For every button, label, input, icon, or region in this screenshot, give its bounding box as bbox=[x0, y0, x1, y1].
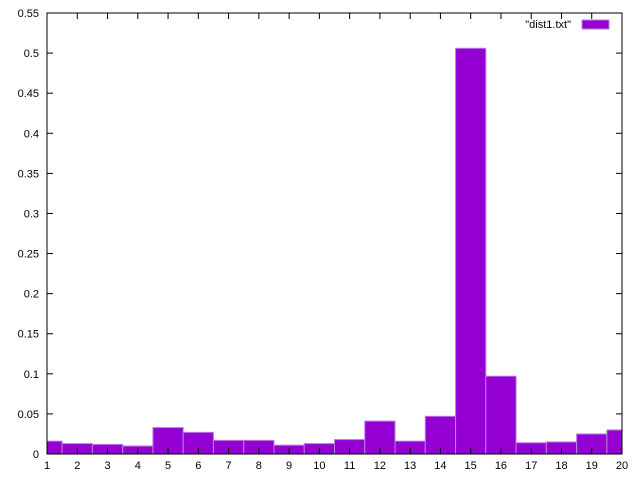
bar-14 bbox=[424, 415, 457, 455]
x-tick-label: 17 bbox=[525, 460, 537, 472]
x-tick-label: 6 bbox=[195, 460, 201, 472]
y-tick-labels: 0 0.05 0.1 0.15 0.2 0.25 0.3 0.35 0.4 0.45 0.5 0.55 bbox=[18, 8, 39, 461]
y-tick-label: 0.25 bbox=[18, 249, 39, 261]
bar-20 bbox=[606, 429, 623, 455]
legend-label: "dist1.txt" bbox=[525, 19, 571, 31]
x-tick-label: 15 bbox=[465, 460, 477, 472]
x-tick-label: 2 bbox=[74, 460, 80, 472]
y-tick-label: 0.55 bbox=[18, 8, 39, 20]
legend: "dist1.txt" bbox=[525, 19, 610, 31]
x-tick-label: 20 bbox=[616, 460, 628, 472]
legend-swatch bbox=[581, 19, 610, 30]
y-tick-label: 0.45 bbox=[18, 88, 39, 100]
x-tick-label: 7 bbox=[226, 460, 232, 472]
x-tick-label: 13 bbox=[404, 460, 416, 472]
x-tick-label: 1 bbox=[44, 460, 50, 472]
x-tick-label: 10 bbox=[313, 460, 325, 472]
y-tick-label: 0.5 bbox=[24, 48, 39, 60]
bar-16 bbox=[485, 375, 517, 455]
bar-15 bbox=[455, 47, 487, 455]
x-tick-label: 8 bbox=[256, 460, 262, 472]
y-tick-label: 0.05 bbox=[18, 409, 39, 421]
x-tick-label: 18 bbox=[555, 460, 567, 472]
y-tick-label: 0.3 bbox=[24, 208, 39, 220]
x-tick-label: 12 bbox=[374, 460, 386, 472]
x-tick-label: 16 bbox=[495, 460, 507, 472]
y-tick-label: 0.1 bbox=[24, 369, 39, 381]
y-tick-label: 0 bbox=[33, 449, 39, 461]
bar-1 bbox=[46, 440, 63, 455]
y-tick-label: 0.15 bbox=[18, 329, 39, 341]
y-tick-label: 0.35 bbox=[18, 168, 39, 180]
x-tick-label: 11 bbox=[344, 460, 355, 472]
ticks-group bbox=[46, 12, 623, 455]
x-tick-label: 3 bbox=[104, 460, 110, 472]
bars-group bbox=[46, 47, 623, 455]
x-tick-label: 19 bbox=[586, 460, 598, 472]
y-tick-label: 0.4 bbox=[24, 128, 39, 140]
x-tick-label: 4 bbox=[135, 460, 141, 472]
x-tick-label: 5 bbox=[165, 460, 171, 472]
x-tick-labels: 1 2 3 4 5 6 7 8 9 10 11 12 13 14 15 16 17 18 19 20 bbox=[44, 460, 628, 472]
y-tick-label: 0.2 bbox=[24, 289, 39, 301]
plot-frame bbox=[46, 12, 623, 455]
x-tick-label: 9 bbox=[286, 460, 292, 472]
x-tick-label: 14 bbox=[434, 460, 446, 472]
